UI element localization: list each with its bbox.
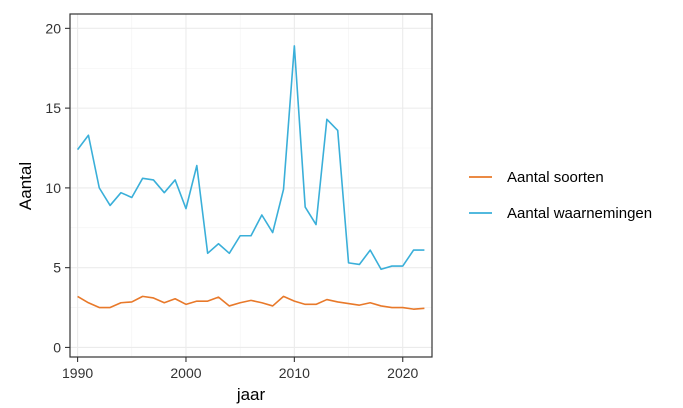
y-axis-title: Aantal — [16, 162, 35, 210]
minor-gridlines — [70, 14, 432, 357]
legend-label-1: Aantal waarnemingen — [507, 205, 652, 222]
x-tick-label-2020: 2020 — [387, 365, 418, 381]
y-tick-label-5: 5 — [53, 260, 61, 276]
plot-border — [69, 13, 433, 358]
x-axis: 1990 2000 2010 2020 — [62, 357, 419, 381]
legend-label-0: Aantal soorten — [507, 169, 604, 186]
legend: Aantal soorten Aantal waarnemingen — [469, 169, 652, 222]
y-tick-label-0: 0 — [53, 339, 61, 355]
x-axis-title: jaar — [236, 385, 266, 404]
y-tick-label-20: 20 — [45, 20, 61, 36]
series-layer — [76, 45, 425, 310]
x-tick-label-2000: 2000 — [170, 365, 201, 381]
y-tick-label-10: 10 — [45, 180, 61, 196]
y-tick-label-15: 15 — [45, 100, 61, 116]
x-tick-label-2010: 2010 — [279, 365, 310, 381]
y-axis: 0 5 10 15 20 — [45, 20, 70, 355]
series-line-0 — [77, 295, 425, 310]
series-line-1 — [76, 45, 425, 271]
x-tick-label-1990: 1990 — [62, 365, 93, 381]
major-gridlines — [70, 14, 432, 357]
